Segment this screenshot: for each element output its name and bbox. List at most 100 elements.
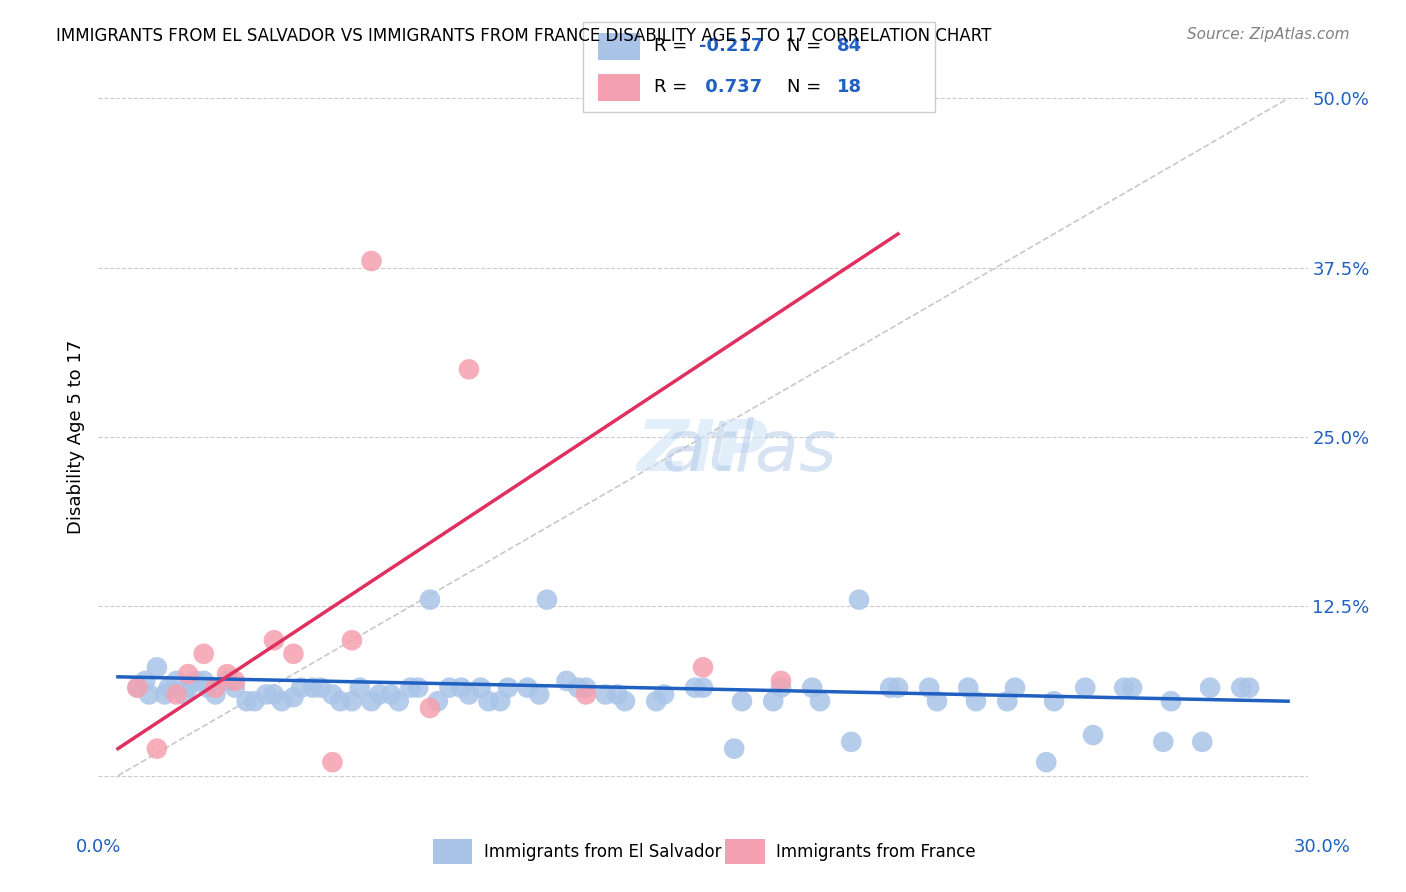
Point [302,681,325,695]
Text: N =: N = [787,78,827,96]
Text: 0.0%: 0.0% [76,838,121,855]
Point [254,688,277,702]
Y-axis label: Disability Age 5 to 17: Disability Age 5 to 17 [66,340,84,534]
Point [555,673,578,688]
Point [399,681,422,695]
Point [769,673,792,688]
Point [340,694,363,708]
Point [450,681,472,695]
Point [138,688,160,702]
Text: R =: R = [654,78,693,96]
Point [224,681,246,695]
Point [595,688,617,702]
Point [808,694,831,708]
Point [270,694,292,708]
Point [146,741,169,756]
Point [536,592,558,607]
Text: Source: ZipAtlas.com: Source: ZipAtlas.com [1187,27,1350,42]
FancyBboxPatch shape [583,22,935,112]
Point [957,681,980,695]
Text: Immigrants from El Salvador: Immigrants from El Salvador [484,843,721,861]
Point [606,688,628,702]
Point [419,701,441,715]
Point [1160,694,1182,708]
Point [925,694,948,708]
Point [470,681,492,695]
Point [419,592,441,607]
Point [360,254,382,268]
Point [224,673,246,688]
Point [567,681,589,695]
Point [177,681,200,695]
Point [204,688,226,702]
Point [527,688,550,702]
Point [879,681,901,695]
Point [723,741,745,756]
Point [184,673,207,688]
Point [1199,681,1222,695]
Point [263,688,285,702]
Text: 0.737: 0.737 [700,78,762,96]
Point [388,694,411,708]
Point [848,592,870,607]
Text: Immigrants from France: Immigrants from France [776,843,976,861]
Point [1035,755,1057,769]
Point [380,688,402,702]
FancyBboxPatch shape [598,33,640,60]
Point [426,694,449,708]
Point [458,688,481,702]
Point [645,694,668,708]
Point [193,673,215,688]
Point [146,660,169,674]
Point [575,681,598,695]
Point [263,633,285,648]
Point [204,681,226,695]
Point [516,681,538,695]
Point [360,694,382,708]
FancyBboxPatch shape [433,839,472,864]
Point [496,681,519,695]
Point [614,694,637,708]
Point [321,755,343,769]
Point [692,681,714,695]
Point [173,688,195,702]
Point [1237,681,1260,695]
Point [340,633,363,648]
Point [309,681,332,695]
Text: 84: 84 [837,37,862,55]
Point [887,681,910,695]
Point [1004,681,1026,695]
Text: ZIP: ZIP [637,417,769,486]
FancyBboxPatch shape [725,839,765,864]
Point [134,673,156,688]
Point [692,660,714,674]
Point [243,694,266,708]
Point [127,681,149,695]
Point [235,694,257,708]
Point [406,681,429,695]
Point [283,647,305,661]
Point [349,681,371,695]
Point [769,681,792,695]
Point [1081,728,1104,742]
Point [1074,681,1097,695]
Point [193,647,215,661]
Point [368,688,391,702]
Point [329,694,352,708]
Point [839,735,862,749]
Point [652,688,675,702]
Text: N =: N = [787,37,827,55]
Point [321,688,343,702]
Point [458,362,481,376]
Point [1152,735,1174,749]
FancyBboxPatch shape [598,74,640,101]
Text: atlas: atlas [569,417,837,486]
Point [165,688,187,702]
Point [489,694,512,708]
Point [731,694,754,708]
Point [683,681,706,695]
Text: 30.0%: 30.0% [1294,838,1350,855]
Point [1191,735,1213,749]
Point [127,681,149,695]
Point [918,681,941,695]
